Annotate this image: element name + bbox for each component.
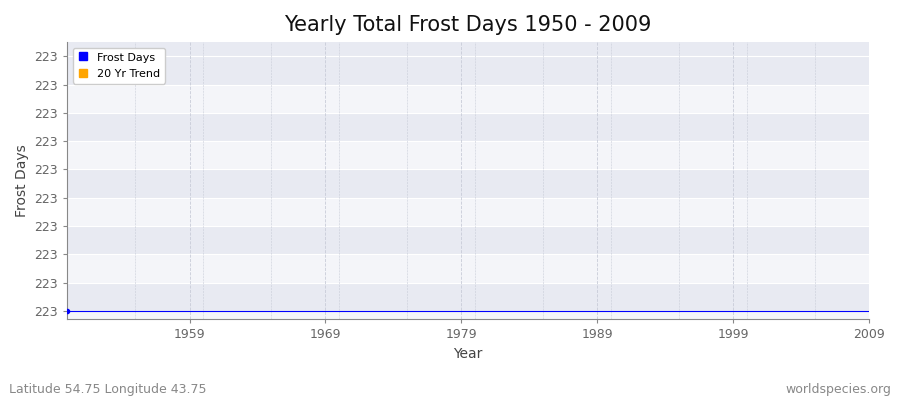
Bar: [68, 113, 869, 141]
Bar: [68, 141, 869, 170]
Bar: [68, 84, 869, 113]
Legend: Frost Days, 20 Yr Trend: Frost Days, 20 Yr Trend: [73, 48, 165, 84]
Y-axis label: Frost Days: Frost Days: [15, 144, 29, 217]
Bar: [68, 254, 869, 283]
Bar: [68, 283, 869, 311]
X-axis label: Year: Year: [454, 347, 483, 361]
Bar: [68, 226, 869, 254]
Text: worldspecies.org: worldspecies.org: [785, 383, 891, 396]
Bar: [68, 56, 869, 84]
Bar: [68, 311, 869, 320]
Bar: [68, 198, 869, 226]
Bar: [68, 170, 869, 198]
Text: Latitude 54.75 Longitude 43.75: Latitude 54.75 Longitude 43.75: [9, 383, 206, 396]
Title: Yearly Total Frost Days 1950 - 2009: Yearly Total Frost Days 1950 - 2009: [284, 15, 652, 35]
Bar: [68, 42, 869, 56]
